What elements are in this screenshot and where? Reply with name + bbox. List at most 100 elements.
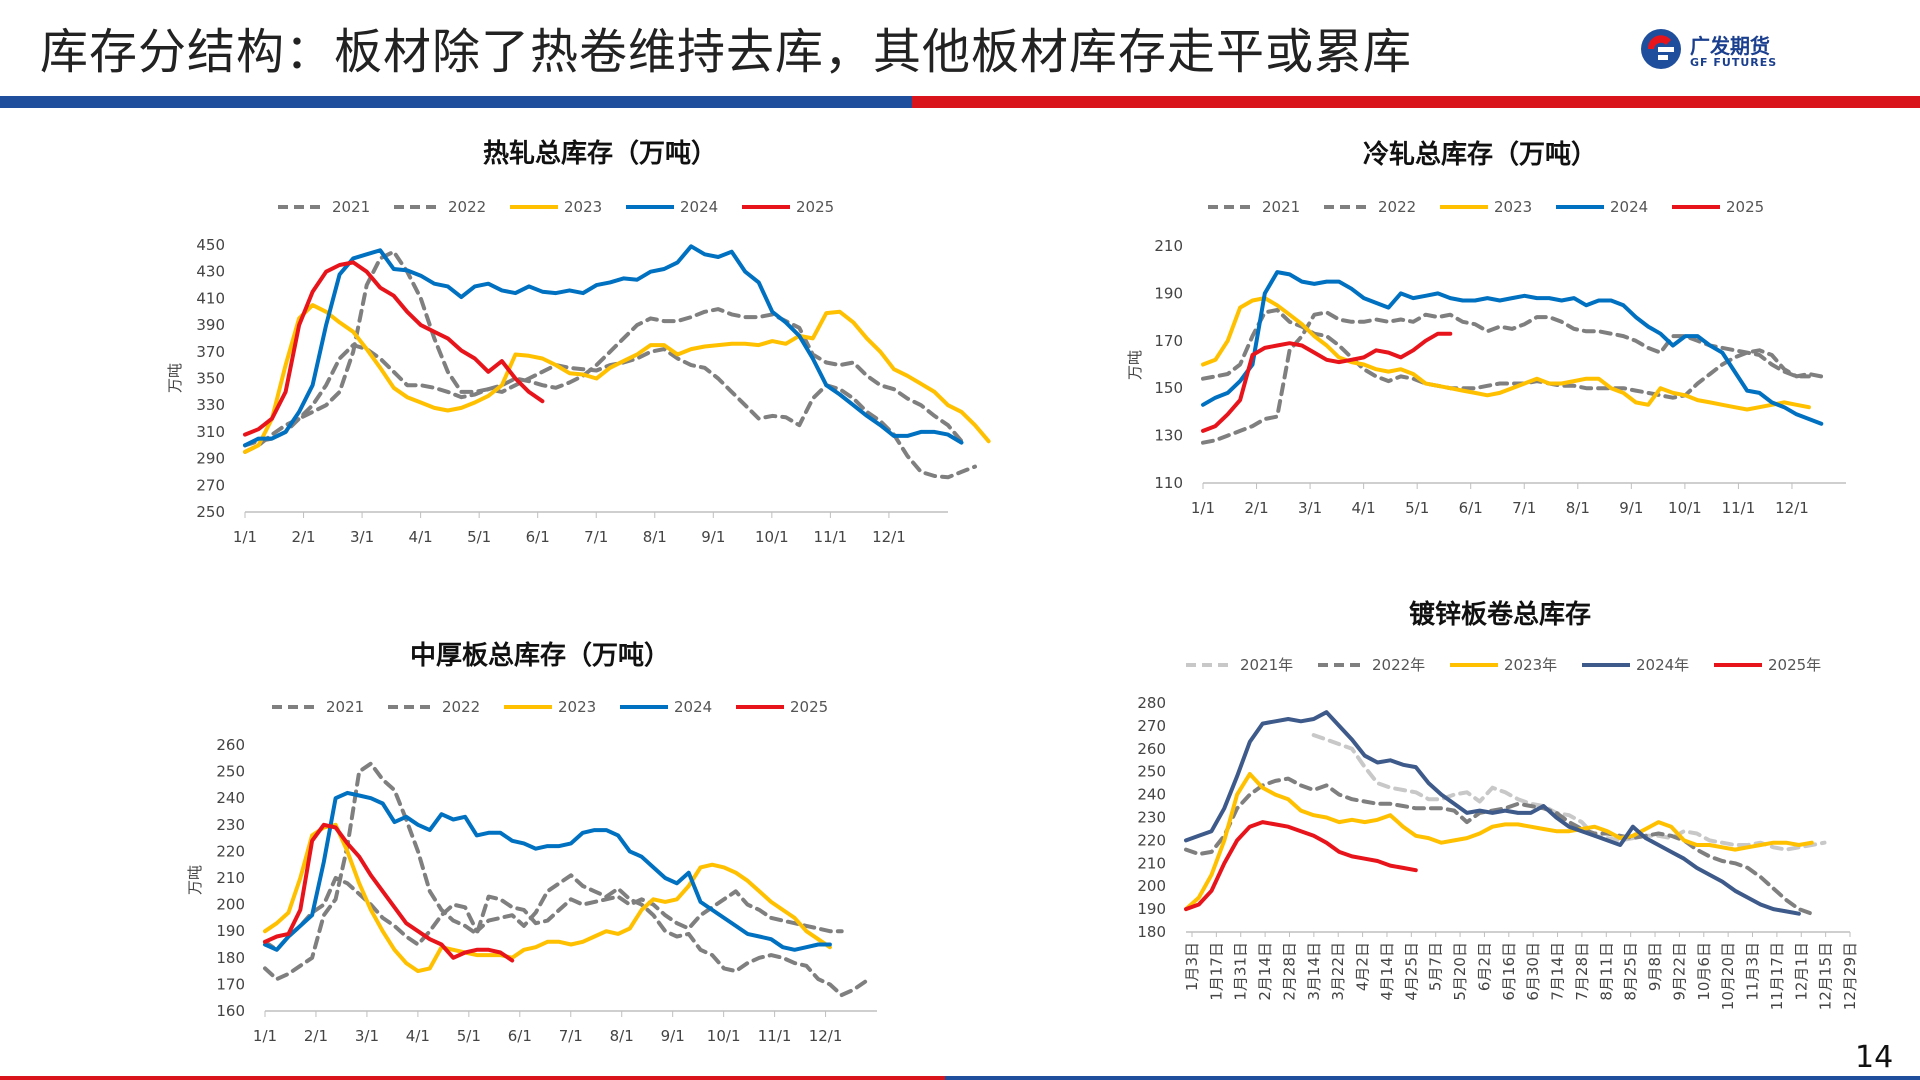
y-tick-label: 410: [196, 289, 225, 307]
x-tick-label: 11/1: [1722, 499, 1756, 517]
y-tick-label: 160: [216, 1002, 245, 1020]
header-rule-blue: [0, 96, 912, 108]
y-tick-label: 390: [196, 316, 225, 334]
y-tick-label: 260: [216, 736, 245, 754]
series-line-2023: [263, 822, 832, 974]
y-tick-label: 230: [1137, 809, 1166, 827]
series-line-2024: [263, 790, 832, 952]
legend-label: 2024年: [1636, 656, 1689, 674]
y-tick-label: 210: [1137, 854, 1166, 872]
y-tick-label: 210: [216, 869, 245, 887]
y-tick-label: 190: [1137, 900, 1166, 918]
y-tick-label: 270: [1137, 717, 1166, 735]
gf-logo-icon: [1641, 29, 1681, 69]
x-tick-label: 6/1: [526, 528, 550, 546]
y-tick-label: 130: [1154, 427, 1183, 445]
x-tick-label: 1月31日: [1232, 942, 1250, 1001]
series-line-2022: [243, 249, 977, 480]
x-tick-label: 8/1: [1566, 499, 1590, 517]
x-tick-label: 6月30日: [1524, 942, 1542, 1001]
legend-label: 2022: [448, 198, 486, 216]
chart-title: 热轧总库存（万吨）: [483, 139, 717, 169]
x-tick-label: 2月28日: [1280, 942, 1298, 1001]
y-tick-label: 110: [1154, 474, 1183, 492]
series-line-2021: [243, 307, 964, 448]
legend-label: 2025: [1726, 198, 1764, 216]
x-tick-label: 5/1: [457, 1027, 481, 1045]
y-tick-label: 370: [196, 343, 225, 361]
x-tick-label: 3/1: [1298, 499, 1322, 517]
legend-label: 2021: [332, 198, 370, 216]
series-line-2022: [263, 761, 844, 982]
y-tick-label: 200: [216, 896, 245, 914]
page-title: 库存分结构：板材除了热卷维持去库，其他板材库存走平或累库: [40, 24, 1413, 80]
y-axis-label: 万吨: [186, 865, 204, 895]
x-tick-label: 8月25日: [1622, 942, 1640, 1001]
y-tick-label: 260: [1137, 740, 1166, 758]
y-tick-label: 250: [196, 503, 225, 521]
legend-label: 2023: [564, 198, 602, 216]
brand-logo: 广发期货 GF FUTURES: [1640, 26, 1790, 74]
legend-label: 2025年: [1768, 656, 1821, 674]
x-tick-label: 1/1: [253, 1027, 277, 1045]
series-line-2024: [1201, 270, 1824, 426]
y-tick-label: 220: [1137, 831, 1166, 849]
x-tick-label: 3月14日: [1305, 942, 1323, 1001]
x-tick-label: 11/1: [814, 528, 848, 546]
legend-label: 2024: [1610, 198, 1648, 216]
series-line-2022年: [1184, 776, 1814, 916]
series-line-2023: [1201, 296, 1811, 412]
series-line-2025: [243, 260, 545, 437]
x-tick-label: 2/1: [304, 1027, 328, 1045]
x-tick-label: 6月2日: [1475, 942, 1493, 991]
x-tick-label: 3/1: [350, 528, 374, 546]
legend-label: 2022年: [1372, 656, 1425, 674]
series-line-2023: [243, 303, 991, 454]
legend-label: 2023: [558, 698, 596, 716]
y-tick-label: 150: [1154, 379, 1183, 397]
y-tick-label: 430: [196, 263, 225, 281]
chart-title: 中厚板总库存（万吨）: [410, 641, 670, 671]
y-tick-label: 450: [196, 236, 225, 254]
y-tick-label: 200: [1137, 877, 1166, 895]
y-tick-label: 210: [1154, 237, 1183, 255]
x-tick-label: 7/1: [1512, 499, 1536, 517]
x-tick-label: 6/1: [508, 1027, 532, 1045]
x-tick-label: 7/1: [584, 528, 608, 546]
series-line-2025: [263, 822, 515, 963]
x-tick-label: 7/1: [559, 1027, 583, 1045]
y-tick-label: 170: [1154, 332, 1183, 350]
y-tick-label: 180: [216, 949, 245, 967]
y-tick-label: 250: [1137, 763, 1166, 781]
legend-label: 2025: [790, 698, 828, 716]
x-tick-label: 9月22日: [1670, 942, 1688, 1001]
x-tick-label: 10/1: [707, 1027, 741, 1045]
legend-label: 2025: [796, 198, 834, 216]
series-line-2024年: [1184, 710, 1801, 916]
x-tick-label: 4/1: [406, 1027, 430, 1045]
y-tick-label: 180: [1137, 923, 1166, 941]
legend-label: 2023: [1494, 198, 1532, 216]
x-tick-label: 2月14日: [1256, 942, 1274, 1001]
x-tick-label: 6/1: [1459, 499, 1483, 517]
legend-label: 2022: [442, 698, 480, 716]
legend-label: 2022: [1378, 198, 1416, 216]
x-tick-label: 5/1: [1405, 499, 1429, 517]
x-tick-label: 7月28日: [1573, 942, 1591, 1001]
x-tick-label: 9/1: [1619, 499, 1643, 517]
x-tick-label: 12/1: [1775, 499, 1809, 517]
x-tick-label: 12月1日: [1792, 942, 1810, 1001]
x-tick-label: 11月17日: [1768, 942, 1786, 1010]
chart-title: 镀锌板卷总库存: [1409, 599, 1591, 630]
x-tick-label: 4月25日: [1402, 942, 1420, 1001]
y-tick-label: 220: [216, 842, 245, 860]
page-number: 14: [1855, 1040, 1894, 1075]
footer-rule-blue: [945, 1076, 1920, 1080]
y-tick-label: 280: [1137, 694, 1166, 712]
x-tick-label: 8月11日: [1597, 942, 1615, 1001]
x-tick-label: 1/1: [233, 528, 257, 546]
